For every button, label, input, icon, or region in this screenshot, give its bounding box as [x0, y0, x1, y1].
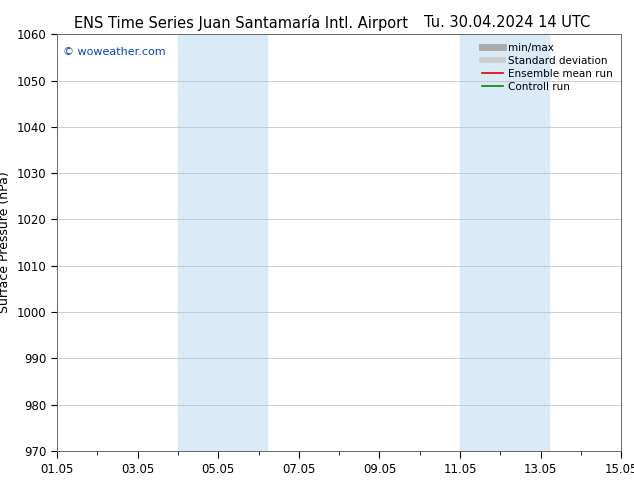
Text: Tu. 30.04.2024 14 UTC: Tu. 30.04.2024 14 UTC — [424, 15, 590, 30]
Text: ENS Time Series Juan Santamaría Intl. Airport: ENS Time Series Juan Santamaría Intl. Ai… — [74, 15, 408, 31]
Y-axis label: Surface Pressure (hPa): Surface Pressure (hPa) — [0, 172, 11, 314]
Legend: min/max, Standard deviation, Ensemble mean run, Controll run: min/max, Standard deviation, Ensemble me… — [479, 40, 616, 95]
Text: © woweather.com: © woweather.com — [63, 47, 165, 57]
Bar — [460, 34, 549, 451]
Bar — [178, 34, 267, 451]
